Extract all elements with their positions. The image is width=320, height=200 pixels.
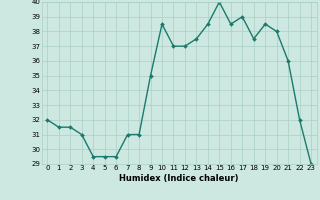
X-axis label: Humidex (Indice chaleur): Humidex (Indice chaleur) — [119, 174, 239, 183]
